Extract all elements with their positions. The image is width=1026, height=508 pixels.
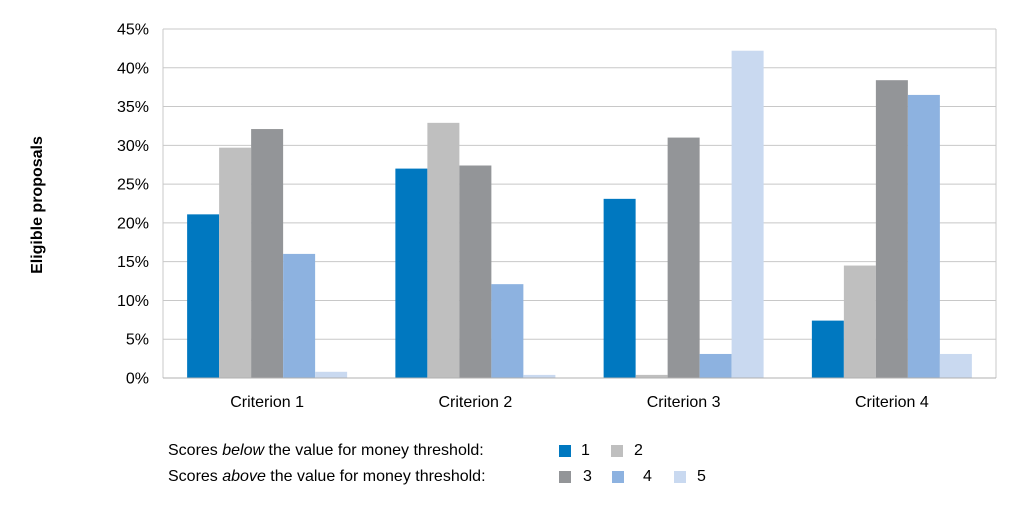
x-tick-label: Criterion 3 bbox=[647, 394, 721, 411]
y-tick-label: 5% bbox=[126, 332, 149, 349]
x-tick-label: Criterion 4 bbox=[855, 394, 929, 411]
y-tick-label: 15% bbox=[117, 254, 149, 271]
bar bbox=[667, 137, 700, 378]
bar bbox=[491, 284, 524, 378]
legend-swatch-5 bbox=[674, 471, 686, 483]
bar bbox=[843, 265, 876, 378]
bar bbox=[731, 50, 764, 379]
bar bbox=[907, 94, 940, 378]
legend-swatch-2 bbox=[611, 445, 623, 457]
bar bbox=[251, 129, 284, 378]
bar bbox=[635, 374, 668, 378]
legend-label-5: 5 bbox=[697, 468, 706, 485]
bar bbox=[523, 374, 556, 378]
bar bbox=[459, 165, 492, 378]
x-tick-label: Criterion 1 bbox=[230, 394, 304, 411]
legend-swatch-1 bbox=[559, 445, 571, 457]
y-tick-label: 25% bbox=[117, 177, 149, 194]
y-tick-label: 20% bbox=[117, 215, 149, 232]
legend-label-below: Scores below the value for money thresho… bbox=[168, 442, 484, 459]
legend-label-above: Scores above the value for money thresho… bbox=[168, 468, 486, 485]
y-tick-label: 10% bbox=[117, 293, 149, 310]
legend-label-4: 4 bbox=[643, 468, 652, 485]
y-tick-label: 30% bbox=[117, 138, 149, 155]
y-tick-label: 0% bbox=[126, 371, 149, 388]
y-tick-label: 35% bbox=[117, 99, 149, 116]
legend-label-1: 1 bbox=[581, 442, 590, 459]
bar bbox=[187, 214, 220, 378]
legend-label-2: 2 bbox=[634, 442, 643, 459]
legend-swatch-4 bbox=[612, 471, 624, 483]
bar bbox=[315, 371, 348, 378]
legend-swatch-3 bbox=[559, 471, 571, 483]
legend-label-3: 3 bbox=[583, 468, 592, 485]
bar bbox=[939, 353, 972, 378]
x-tick-label: Criterion 2 bbox=[438, 394, 512, 411]
bar bbox=[875, 80, 908, 378]
bar bbox=[427, 122, 460, 378]
bar bbox=[603, 198, 636, 378]
y-tick-label: 40% bbox=[117, 60, 149, 77]
bar bbox=[811, 320, 844, 378]
y-tick-label: 45% bbox=[117, 22, 149, 39]
y-axis-label: Eligible proposals bbox=[29, 136, 46, 274]
bar bbox=[395, 168, 428, 378]
bar bbox=[219, 147, 252, 378]
bar bbox=[699, 353, 732, 378]
bar bbox=[283, 253, 316, 378]
